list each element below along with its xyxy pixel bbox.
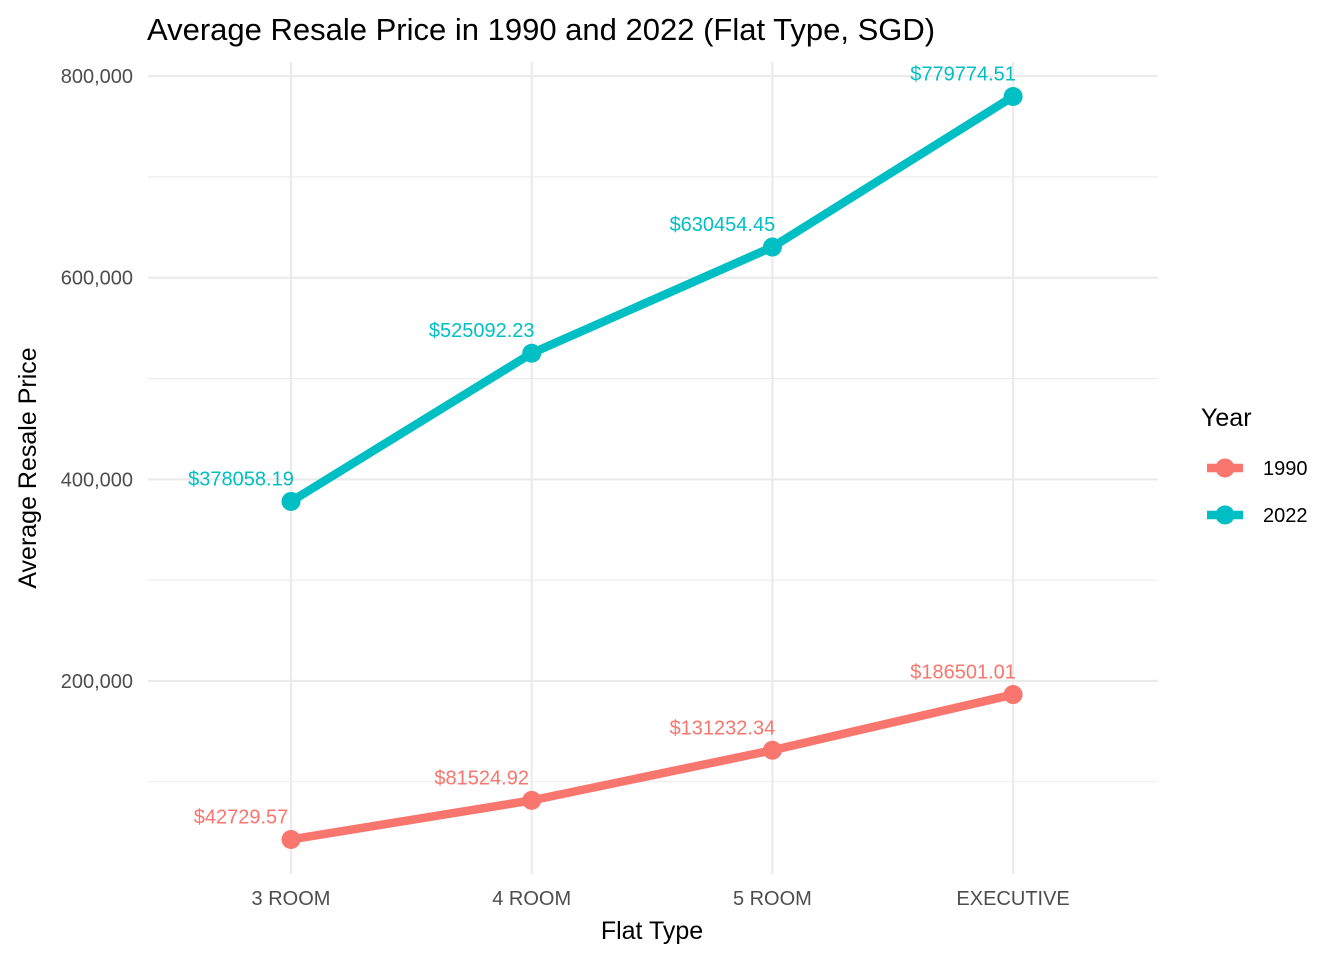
data-point — [281, 829, 301, 849]
y-tick-label: 400,000 — [61, 469, 133, 491]
series-line-2022 — [288, 92, 1016, 506]
legend-title: Year — [1201, 404, 1252, 432]
legend: Year 1990 2022 — [1201, 404, 1308, 527]
x-tick-label: 5 ROOM — [733, 888, 812, 910]
x-tick-label: 3 ROOM — [252, 888, 331, 910]
data-label: $378058.19 — [188, 468, 294, 490]
legend-key-point — [1215, 505, 1235, 525]
series-line-1990 — [290, 690, 1015, 844]
legend-label: 2022 — [1263, 505, 1308, 527]
y-tick-label: 800,000 — [61, 66, 133, 88]
y-axis-tick-labels: 200,000 400,000 600,000 800,000 — [61, 66, 133, 693]
data-point — [1003, 87, 1023, 107]
series-points — [281, 87, 1023, 849]
series-lines — [288, 92, 1016, 844]
x-tick-label: EXECUTIVE — [956, 888, 1069, 910]
data-label: $779774.51 — [910, 64, 1016, 86]
x-axis-title: Flat Type — [601, 917, 703, 945]
data-label: $131232.34 — [670, 717, 776, 739]
data-label: $42729.57 — [194, 806, 289, 828]
data-label: $630454.45 — [670, 214, 776, 236]
data-point — [522, 790, 542, 810]
data-point — [281, 491, 301, 511]
legend-key-point — [1215, 458, 1235, 478]
data-point — [762, 740, 782, 760]
major-gridlines — [148, 62, 1158, 874]
chart-title: Average Resale Price in 1990 and 2022 (F… — [147, 12, 935, 47]
y-tick-label: 600,000 — [61, 268, 133, 290]
x-axis-tick-labels: 3 ROOM 4 ROOM 5 ROOM EXECUTIVE — [252, 888, 1070, 910]
y-axis-title: Average Resale Price — [14, 347, 42, 588]
legend-label: 1990 — [1263, 458, 1308, 480]
data-label: $186501.01 — [910, 662, 1016, 684]
data-point — [762, 237, 782, 257]
data-label: $81524.92 — [434, 767, 529, 789]
x-tick-label: 4 ROOM — [492, 888, 571, 910]
data-labels: $42729.57 $81524.92 $131232.34 $186501.01 $3… — [188, 64, 1016, 829]
legend-items: 1990 2022 — [1207, 458, 1308, 527]
data-label: $525092.23 — [429, 320, 535, 342]
minor-gridlines — [148, 176, 1158, 783]
y-tick-label: 200,000 — [61, 671, 133, 693]
data-point — [1003, 685, 1023, 705]
data-point — [522, 343, 542, 363]
